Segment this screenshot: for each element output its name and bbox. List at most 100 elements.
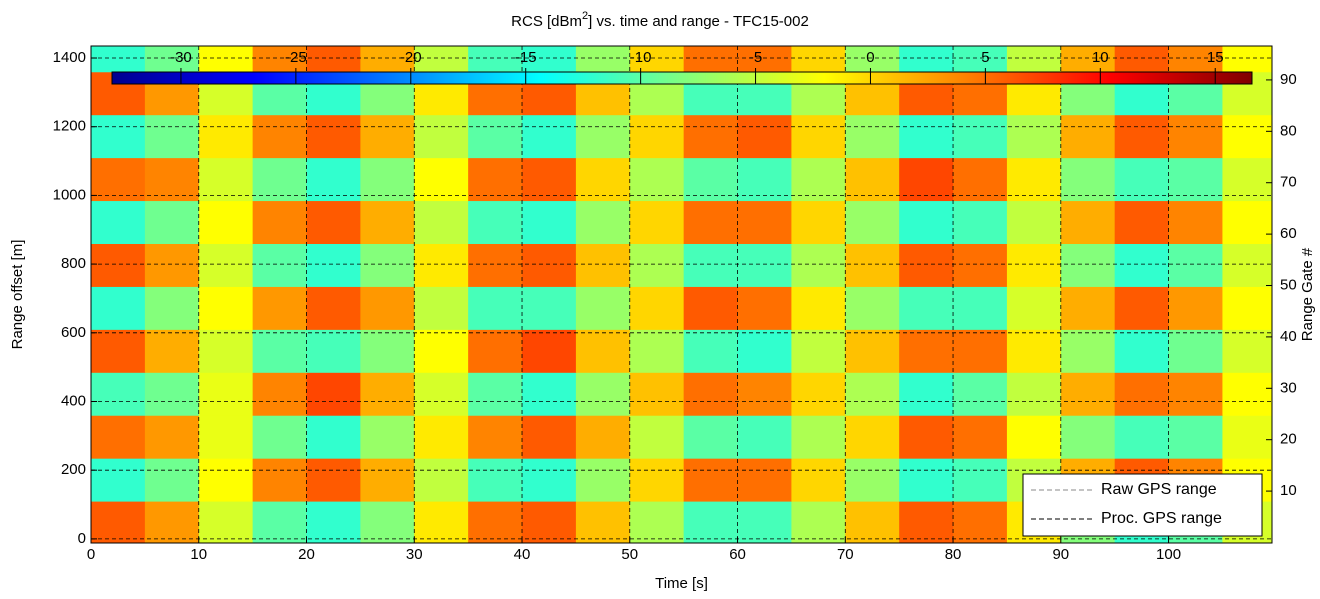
heatmap-cell (629, 372, 685, 416)
heatmap-cell (198, 329, 254, 373)
heatmap-cell (575, 501, 631, 543)
heatmap-cell (91, 243, 146, 287)
heatmap-cell (629, 458, 685, 502)
y2-tick-label: 90 (1280, 71, 1297, 88)
heatmap-cell (683, 243, 739, 287)
heatmap-cell (1114, 243, 1170, 287)
heatmap-cell (198, 501, 254, 543)
heatmap-cell (1222, 372, 1272, 416)
x-tick-label: 0 (87, 546, 95, 563)
heatmap-cell (899, 372, 954, 416)
heatmap-cell (414, 372, 469, 416)
heatmap-cell (737, 200, 792, 244)
heatmap-cell (791, 46, 846, 73)
heatmap-cell (144, 286, 200, 330)
heatmap-cell (91, 46, 146, 73)
heatmap-cell (629, 200, 685, 244)
heatmap-cell (899, 501, 954, 543)
y-tick-label: 0 (78, 530, 86, 547)
heatmap-cell (522, 200, 577, 244)
y-tick-label: 600 (61, 324, 86, 341)
heatmap-cell (522, 372, 577, 416)
title-part: ] vs. time and range - TFC15-002 (588, 13, 809, 30)
colorbar-tick-label: 0 (866, 49, 874, 66)
heatmap-cell (1006, 200, 1062, 244)
heatmap-cell (360, 329, 415, 373)
heatmap-cell (1114, 46, 1170, 73)
chart-title: RCS [dBm2] vs. time and range - TFC15-00… (511, 10, 809, 30)
heatmap-cell (845, 243, 900, 287)
y-tick-label: 800 (61, 255, 86, 272)
heatmap-cell (737, 415, 792, 459)
heatmap-cell (468, 415, 523, 459)
heatmap-cell (468, 157, 523, 202)
heatmap-cell (414, 286, 469, 330)
legend-label: Raw GPS range (1101, 481, 1217, 498)
heatmap-cell (953, 200, 1008, 244)
heatmap-cell (522, 415, 577, 459)
heatmap-cell (198, 200, 254, 244)
colorbar-tick-label: -15 (515, 49, 537, 66)
heatmap-cell (91, 286, 146, 330)
heatmap-cell (144, 46, 200, 73)
heatmap-cell (360, 458, 415, 502)
heatmap-cell (575, 114, 631, 159)
heatmap-cell (522, 501, 577, 543)
heatmap-cell (91, 415, 146, 459)
heatmap-cell (845, 46, 900, 73)
overlay: 0 10 20 30 40 50 60 70 80 90 100020040060080010001… (9, 45, 1316, 592)
heatmap-cell (953, 286, 1008, 330)
heatmap-cell (683, 372, 739, 416)
heatmap-cell (1114, 200, 1170, 244)
heatmap-cell (1168, 200, 1223, 244)
colorbar-tick-label: 5 (981, 49, 989, 66)
heatmap-cell (1060, 329, 1116, 373)
heatmap-cell (845, 458, 900, 502)
heatmap-cell (468, 114, 523, 159)
heatmap-cell (899, 243, 954, 287)
heatmap-cell (737, 329, 792, 373)
heatmap-cell (306, 458, 361, 502)
heatmap-cell (629, 415, 685, 459)
heatmap-cell (575, 286, 631, 330)
heatmap-cell (899, 46, 954, 73)
heatmap-cell (1168, 372, 1223, 416)
heatmap-cell (306, 200, 361, 244)
heatmap-cell (91, 157, 146, 202)
y-tick-label: 400 (61, 392, 86, 409)
heatmap-cell (791, 501, 846, 543)
heatmap-cell (953, 501, 1008, 543)
heatmap-cell (1222, 157, 1272, 202)
heatmap-cell (899, 329, 954, 373)
y2-tick-label: 50 (1280, 276, 1297, 293)
y2-tick-label: 30 (1280, 379, 1297, 396)
heatmap-cell (1222, 114, 1272, 159)
heatmap-cell (91, 114, 146, 159)
heatmap-cell (252, 329, 308, 373)
heatmap-cell (791, 372, 846, 416)
heatmap-cell (899, 200, 954, 244)
heatmap-cell (683, 114, 739, 159)
heatmap-cell (144, 114, 200, 159)
heatmap-cell (629, 329, 685, 373)
x-tick-label: 80 (945, 546, 962, 563)
y2-axis-label: Range Gate # (1299, 247, 1316, 341)
heatmap-cell (683, 501, 739, 543)
heatmap-cell (360, 157, 415, 202)
heatmap-cell (252, 114, 308, 159)
heatmap-cell (252, 501, 308, 543)
heatmap-cell (575, 200, 631, 244)
heatmap-cell (91, 372, 146, 416)
y2-tick-label: 70 (1280, 174, 1297, 191)
heatmap-cell (1006, 157, 1062, 202)
heatmap-cell (414, 329, 469, 373)
y2-tick-label: 40 (1280, 328, 1297, 345)
heatmap-cell (252, 286, 308, 330)
heatmap-cell (414, 243, 469, 287)
heatmap-cell (144, 243, 200, 287)
heatmap-cell (1006, 243, 1062, 287)
heatmap-cell (953, 157, 1008, 202)
heatmap-cell (629, 46, 685, 73)
heatmap-cell (953, 114, 1008, 159)
heatmap-cell (791, 157, 846, 202)
